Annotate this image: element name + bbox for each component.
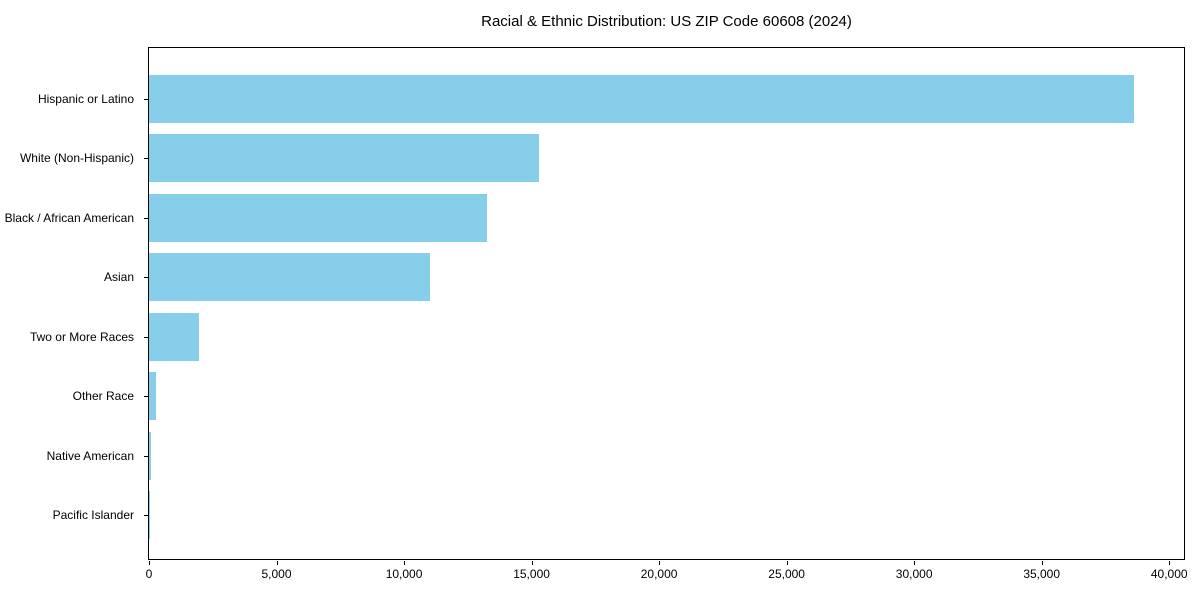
bar [149, 134, 540, 183]
y-tick-mark [144, 515, 148, 517]
x-tick-mark [149, 561, 150, 565]
y-axis-label: Other Race [72, 389, 134, 404]
x-tick-label: 30,000 [895, 567, 933, 581]
x-tick-mark [659, 561, 661, 565]
x-tick-mark [786, 561, 788, 565]
y-axis-label: White (Non-Hispanic) [19, 151, 134, 166]
y-axis-label: Pacific Islander [52, 508, 134, 523]
y-axis-label: Asian [103, 270, 134, 285]
y-tick-mark [144, 98, 148, 100]
bar [149, 431, 151, 480]
x-tick-mark [914, 561, 916, 565]
x-tick-mark [276, 561, 278, 565]
y-axis-label: Native American [46, 448, 134, 463]
x-tick-mark [1169, 561, 1171, 565]
x-tick-label: 5,000 [261, 567, 292, 581]
y-tick-mark [144, 158, 148, 160]
x-tick-label: 40,000 [1150, 567, 1188, 581]
y-tick-mark [144, 336, 148, 338]
bar [149, 253, 430, 302]
y-axis-label: Hispanic or Latino [37, 91, 134, 106]
bar [149, 491, 150, 540]
x-tick-label: 15,000 [513, 567, 550, 581]
bar [149, 312, 199, 361]
x-tick-label: 0 [145, 567, 153, 581]
x-tick-label: 35,000 [1023, 567, 1061, 581]
y-tick-mark [144, 217, 148, 219]
x-tick-mark [404, 561, 406, 565]
x-tick-mark [1041, 561, 1043, 565]
bar [149, 74, 1135, 123]
x-tick-label: 20,000 [640, 567, 678, 581]
y-axis-label: Two or More Races [29, 329, 134, 344]
y-axis-labels: Hispanic or Latino White (Non-Hispanic) Bl… [0, 47, 141, 560]
bar [149, 193, 488, 242]
plot-area: 0 5,000 10,000 15,000 20,000 25,000 30,000 35,0… [144, 47, 1188, 581]
chart-title: Racial & Ethnic Distribution: US ZIP Cod… [481, 13, 852, 30]
x-tick-label: 10,000 [385, 567, 423, 581]
y-tick-mark [144, 455, 148, 457]
y-tick-mark [144, 277, 148, 279]
bar [149, 372, 157, 421]
y-axis-label: Black / African American [4, 210, 134, 225]
x-tick-label: 25,000 [768, 567, 805, 581]
x-tick-mark [531, 561, 533, 565]
y-tick-mark [144, 396, 148, 398]
